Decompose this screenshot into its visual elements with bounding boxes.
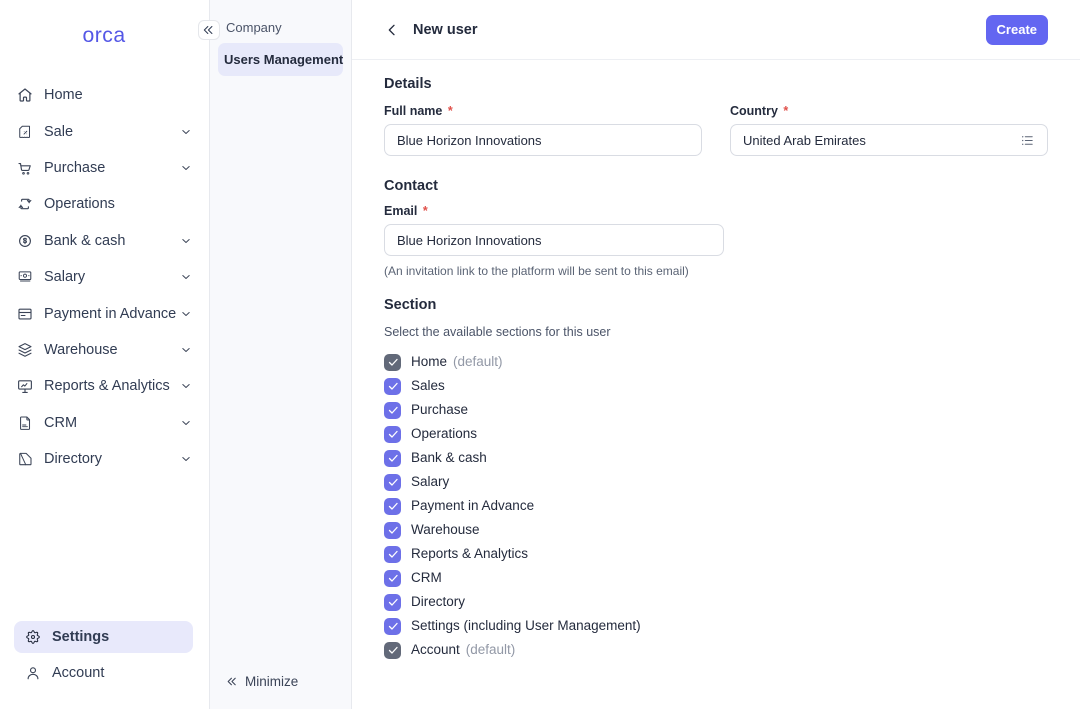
- svg-text:orca: orca: [83, 24, 126, 47]
